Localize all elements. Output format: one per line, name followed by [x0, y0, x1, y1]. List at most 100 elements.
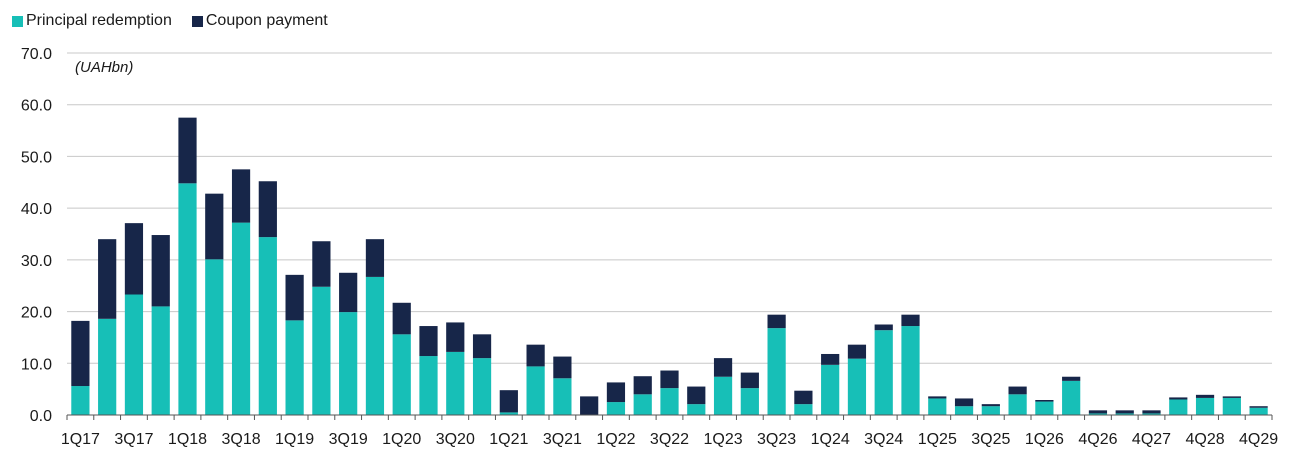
bar-principal — [526, 366, 545, 415]
bar-principal — [1169, 399, 1188, 415]
bar-coupon — [954, 398, 974, 407]
y-tick-label: 30.0 — [21, 253, 52, 270]
bar-coupon — [928, 396, 947, 399]
x-tick-label: 1Q25 — [918, 431, 957, 448]
x-tick-label: 1Q20 — [382, 431, 421, 448]
x-tick-label: 3Q17 — [114, 431, 153, 448]
bar-coupon — [339, 272, 358, 313]
x-tick-label: 1Q19 — [275, 431, 314, 448]
bar-principal — [606, 402, 626, 415]
bar-principal — [1195, 397, 1215, 415]
bar-principal — [231, 222, 251, 415]
bar-principal — [1115, 413, 1134, 415]
bar-principal — [151, 306, 170, 415]
bar-coupon — [687, 386, 706, 405]
legend-swatch-principal — [12, 15, 23, 27]
bar-coupon — [794, 390, 813, 405]
bar-coupon — [526, 344, 545, 367]
x-tick-label: 3Q18 — [221, 431, 260, 448]
bar-principal — [901, 326, 920, 415]
bar-coupon — [231, 169, 251, 223]
x-tick-label: 3Q20 — [436, 431, 475, 448]
bar-principal — [928, 398, 947, 415]
y-tick-label: 20.0 — [21, 305, 52, 322]
bar-principal — [124, 294, 144, 415]
bar-principal — [633, 394, 652, 415]
bar-coupon — [580, 396, 599, 415]
bar-coupon — [981, 404, 1000, 407]
x-tick-label: 1Q17 — [61, 431, 100, 448]
bar-principal — [687, 404, 706, 415]
bar-coupon — [606, 382, 626, 403]
bar-principal — [98, 318, 117, 415]
bar-coupon — [285, 274, 304, 321]
bar-coupon — [847, 344, 867, 359]
x-tick-label: 1Q21 — [489, 431, 528, 448]
bar-principal — [312, 286, 331, 415]
x-tick-label: 1Q22 — [596, 431, 635, 448]
legend-item-principal: Principal redemption — [12, 12, 172, 30]
bar-coupon — [472, 334, 492, 359]
bar-principal — [178, 183, 197, 415]
bar-principal — [847, 358, 867, 415]
bar-coupon — [1008, 386, 1027, 395]
bar-coupon — [901, 314, 920, 327]
bar-principal — [1222, 397, 1241, 415]
x-tick-label: 3Q25 — [971, 431, 1010, 448]
bar-coupon — [1088, 410, 1108, 414]
bar-principal — [553, 378, 572, 415]
y-tick-label: 70.0 — [21, 46, 52, 63]
bar-coupon — [660, 370, 679, 389]
bar-coupon — [821, 353, 840, 365]
bar-coupon — [124, 223, 144, 295]
x-tick-label: 3Q21 — [543, 431, 582, 448]
bar-principal — [740, 388, 759, 415]
bar-principal — [499, 412, 518, 415]
legend-item-coupon: Coupon payment — [191, 12, 328, 30]
bar-principal — [767, 328, 786, 415]
x-tick-label: 1Q26 — [1025, 431, 1064, 448]
bar-principal — [794, 404, 813, 415]
x-tick-label: 3Q24 — [864, 431, 903, 448]
bar-coupon — [1222, 396, 1241, 398]
bar-principal — [954, 406, 974, 415]
bar-principal — [392, 334, 411, 415]
bar-coupon — [1062, 376, 1081, 381]
bar-coupon — [1115, 410, 1134, 414]
bar-coupon — [205, 193, 224, 260]
bar-coupon — [1142, 410, 1161, 414]
bar-principal — [660, 388, 679, 415]
bar-principal — [472, 358, 492, 415]
bar-coupon — [874, 324, 893, 331]
bar-coupon — [71, 320, 90, 387]
x-tick-label: 3Q23 — [757, 431, 796, 448]
bar-principal — [71, 386, 90, 415]
bar-coupon — [633, 376, 652, 395]
bar-principal — [981, 406, 1000, 415]
bar-principal — [1088, 413, 1108, 415]
x-tick-label: 1Q23 — [703, 431, 742, 448]
bar-coupon — [365, 239, 385, 277]
bar-coupon — [499, 390, 518, 413]
bar-coupon — [98, 239, 117, 319]
x-tick-label: 1Q18 — [168, 431, 207, 448]
bar-coupon — [258, 181, 277, 238]
bar-coupon — [151, 235, 170, 307]
bar-coupon — [553, 356, 572, 379]
x-tick-label: 4Q26 — [1078, 431, 1117, 448]
unit-label: (UAHbn) — [75, 59, 133, 76]
bar-principal — [446, 351, 465, 415]
bar-coupon — [1249, 406, 1268, 408]
legend-label-coupon: Coupon payment — [205, 12, 328, 29]
bar-principal — [874, 330, 893, 415]
y-tick-label: 50.0 — [21, 149, 52, 166]
bar-coupon — [1169, 397, 1188, 400]
bar-coupon — [767, 314, 786, 329]
bar-principal — [339, 312, 358, 415]
x-tick-label: 1Q24 — [811, 431, 850, 448]
bar-coupon — [312, 241, 331, 287]
x-tick-label: 4Q29 — [1239, 431, 1278, 448]
bar-principal — [1249, 407, 1268, 415]
bar-principal — [285, 320, 304, 415]
